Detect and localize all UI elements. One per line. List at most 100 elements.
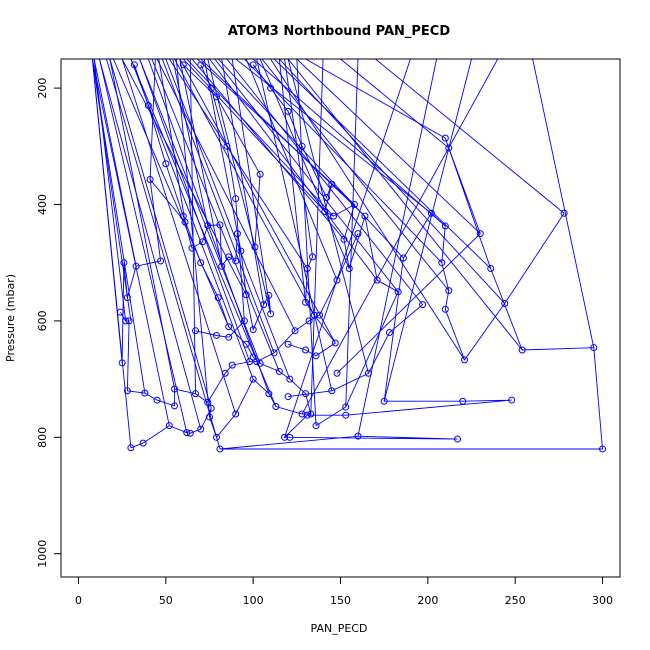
data-point-4-1	[120, 259, 128, 267]
data-point-6-7	[284, 340, 292, 348]
profile-segment-70	[287, 59, 369, 374]
data-point-4-9	[204, 221, 212, 229]
series-line-4	[121, 64, 272, 363]
profile-segment-37	[244, 59, 443, 264]
data-point-2-27	[130, 61, 138, 69]
plot-frame	[60, 58, 621, 578]
y-axis-label: Pressure (mbar)	[4, 274, 17, 362]
data-point-3-2	[125, 317, 133, 325]
data-point-6-5	[312, 352, 320, 360]
data-point-0-20	[590, 344, 598, 352]
data-point-6-2	[302, 298, 310, 306]
profile-segment-25	[174, 59, 315, 316]
data-point-1-4	[361, 212, 369, 220]
data-point-0-16	[454, 435, 462, 443]
data-point-3-11	[228, 361, 236, 369]
profile-segment-24	[168, 59, 308, 269]
data-point-2-5	[197, 425, 205, 433]
data-point-4-23	[212, 93, 220, 101]
profile-segment-15	[130, 59, 254, 380]
data-point-2-3	[183, 429, 191, 437]
x-axis-label: PAN_PECD	[311, 622, 368, 635]
data-point-1-5	[345, 265, 353, 273]
profile-segment-33	[214, 59, 399, 293]
data-point-5-3	[240, 317, 248, 325]
profile-segment-69	[532, 59, 595, 348]
data-point-4-14	[233, 230, 241, 238]
profile-segment-61	[284, 59, 313, 257]
data-point-0-3	[441, 305, 449, 313]
profile-segment-42	[279, 59, 506, 304]
x-tick-label-300: 300	[592, 594, 613, 607]
data-point-3-9	[204, 398, 212, 406]
data-point-2-25	[162, 160, 170, 168]
data-point-6-3	[310, 311, 318, 319]
data-point-1-15	[249, 61, 257, 69]
data-point-2-12	[272, 402, 280, 410]
data-point-3-12	[246, 358, 254, 366]
profile-segment-65	[284, 59, 411, 438]
profile-segment-56	[221, 59, 265, 305]
data-point-4-12	[225, 253, 233, 261]
data-point-3-17	[316, 311, 324, 319]
data-point-4-10	[216, 221, 224, 229]
data-point-7-2	[364, 369, 372, 377]
data-point-0-22	[487, 265, 495, 273]
data-point-2-1	[139, 439, 147, 447]
profile-segment-41	[273, 59, 492, 269]
y-axis: 200 400 600 800 1000	[36, 78, 62, 568]
profile-segment-38	[252, 59, 446, 227]
data-point-2-26	[144, 102, 152, 110]
profile-segment-52	[172, 59, 209, 226]
data-point-0-6	[441, 222, 449, 230]
profile-segment-29	[191, 59, 345, 240]
profile-segment-51	[158, 59, 186, 223]
y-tick-label-200: 200	[36, 78, 49, 99]
data-point-4-18	[260, 301, 268, 309]
data-point-1-8	[330, 212, 338, 220]
data-point-4-19	[265, 291, 273, 299]
data-point-4-21	[251, 243, 259, 251]
profile-segment-34	[217, 59, 404, 259]
data-point-3-13	[253, 358, 261, 366]
data-point-0-10	[459, 397, 467, 405]
data-point-1-13	[284, 107, 292, 115]
x-tick-label-100: 100	[243, 594, 264, 607]
data-point-2-15	[302, 390, 310, 398]
data-point-1-11	[323, 194, 331, 202]
y-tick-label-400: 400	[36, 194, 49, 215]
data-point-3-14	[270, 349, 278, 357]
data-point-5-4	[232, 195, 240, 203]
data-point-3-10	[221, 369, 229, 377]
data-point-1-6	[340, 235, 348, 243]
profile-segment-67	[383, 59, 472, 402]
data-point-0-1	[501, 299, 509, 307]
data-point-7-4	[284, 393, 292, 401]
data-point-0-11	[508, 396, 516, 404]
profile-segment-19	[147, 59, 270, 394]
profile-segment-9	[109, 59, 175, 390]
data-point-3-6	[171, 402, 179, 410]
data-point-5-6	[207, 84, 215, 92]
data-point-0-4	[445, 287, 453, 295]
data-point-1-9	[321, 207, 329, 215]
data-point-0-0	[560, 209, 568, 217]
data-point-4-2	[123, 294, 131, 302]
profile-segment-35	[226, 59, 423, 305]
data-point-4-20	[267, 310, 275, 318]
data-point-4-15	[237, 247, 245, 255]
data-point-3-3	[123, 387, 131, 395]
x-tick-label-250: 250	[505, 594, 526, 607]
data-point-4-11	[218, 262, 226, 270]
profile-segment-20	[151, 59, 280, 372]
data-point-5-5	[223, 142, 231, 150]
x-tick-label-0: 0	[75, 594, 82, 607]
data-point-0-5	[438, 259, 446, 267]
profile-segment-23	[165, 59, 291, 380]
data-point-2-7	[205, 413, 213, 421]
data-point-4-6	[181, 218, 189, 226]
data-point-4-17	[249, 326, 257, 334]
data-point-7-3	[328, 387, 336, 395]
profile-segment-11	[93, 59, 137, 267]
